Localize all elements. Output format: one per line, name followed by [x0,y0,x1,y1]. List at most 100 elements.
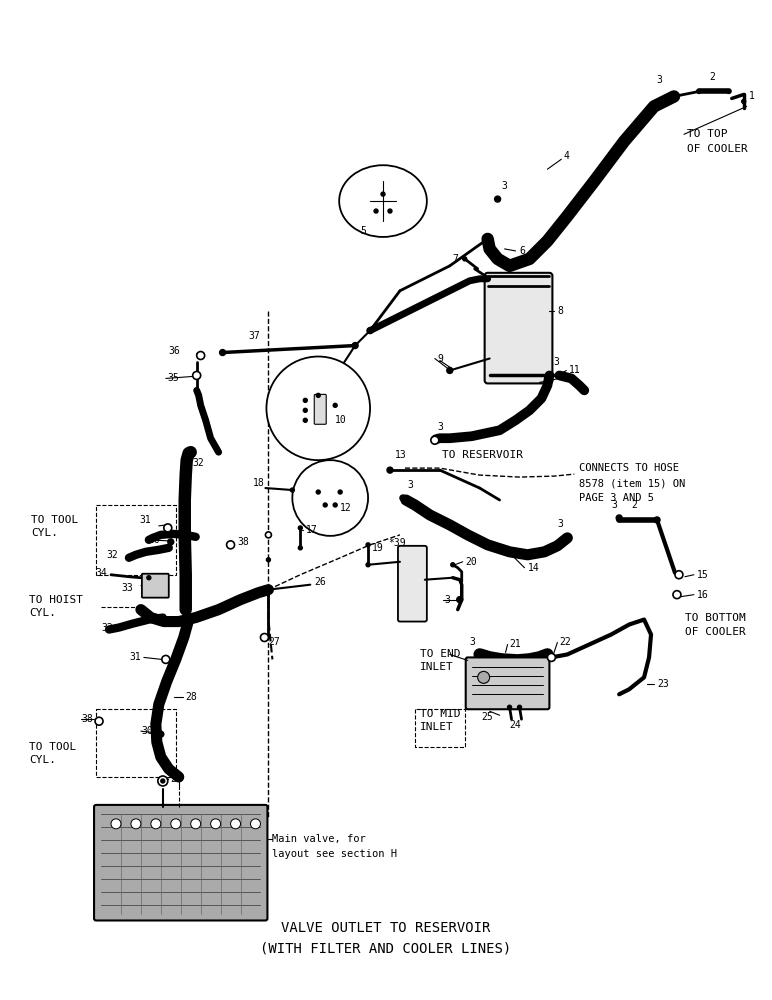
Text: 3: 3 [557,519,564,529]
Circle shape [266,587,272,593]
Circle shape [387,467,393,473]
Circle shape [366,543,370,547]
Text: INLET: INLET [420,722,454,732]
Circle shape [303,408,307,412]
Circle shape [547,372,553,378]
Circle shape [400,495,406,501]
Text: layout see section H: layout see section H [273,849,398,859]
Circle shape [388,209,392,213]
Circle shape [168,539,174,545]
Text: CYL.: CYL. [29,755,56,765]
Text: 2: 2 [709,72,715,82]
Text: 8578 (item 15) ON: 8578 (item 15) ON [579,478,686,488]
Circle shape [171,819,181,829]
Circle shape [293,460,368,536]
Circle shape [654,517,660,523]
Circle shape [673,591,681,599]
Text: (WITH FILTER AND COOLER LINES): (WITH FILTER AND COOLER LINES) [260,941,512,955]
Circle shape [260,634,269,641]
Text: OF COOLER: OF COOLER [685,627,746,637]
Circle shape [211,819,221,829]
Circle shape [298,546,303,550]
Text: 33: 33 [121,583,133,593]
Circle shape [266,357,370,460]
Circle shape [298,526,303,530]
FancyBboxPatch shape [142,574,169,598]
Text: 30: 30 [149,535,161,545]
Text: 32: 32 [193,458,205,468]
Text: *39: *39 [388,538,405,548]
Text: TO TOOL: TO TOOL [32,515,79,525]
Circle shape [517,705,522,709]
Circle shape [338,490,342,494]
Text: 3: 3 [554,357,559,367]
Circle shape [147,576,151,580]
Text: 17: 17 [306,525,318,535]
FancyBboxPatch shape [94,805,267,920]
Text: 31: 31 [129,652,141,662]
Text: CYL.: CYL. [29,608,56,618]
Circle shape [697,89,701,93]
Text: 31: 31 [139,515,151,525]
Text: Main valve, for: Main valve, for [273,834,366,844]
Text: 6: 6 [520,246,526,256]
Text: 30: 30 [141,726,153,736]
Circle shape [317,393,320,397]
Text: 37: 37 [249,331,260,341]
Text: 12: 12 [340,503,352,513]
Circle shape [451,563,455,567]
Circle shape [111,819,121,829]
Text: 24: 24 [510,720,521,730]
Circle shape [151,819,161,829]
Circle shape [323,503,327,507]
Text: 1: 1 [749,91,754,101]
Text: 7: 7 [452,254,459,264]
Circle shape [226,541,235,549]
Text: TO TOP: TO TOP [687,129,727,139]
Text: 2: 2 [631,500,637,510]
Circle shape [675,571,683,579]
Circle shape [617,518,621,522]
Text: 21: 21 [510,639,521,649]
Text: 3: 3 [469,637,476,647]
Circle shape [476,651,482,657]
Text: PAGE 3 AND 5: PAGE 3 AND 5 [579,493,655,503]
Text: TO TOOL: TO TOOL [29,742,76,752]
Text: 3: 3 [438,422,444,432]
Text: 32: 32 [101,623,113,633]
Text: 18: 18 [252,478,264,488]
Circle shape [317,490,320,494]
Circle shape [164,524,172,532]
Circle shape [191,819,201,829]
Text: 35: 35 [168,373,180,383]
FancyBboxPatch shape [485,273,553,383]
Text: CYL.: CYL. [32,528,58,538]
Circle shape [131,819,141,829]
Circle shape [547,653,555,661]
Text: 5: 5 [360,226,366,236]
Circle shape [726,89,731,93]
Circle shape [266,588,270,592]
Text: 4: 4 [564,151,569,161]
Circle shape [478,671,489,683]
Text: 38: 38 [238,537,249,547]
Text: VALVE OUTLET TO RESERVOIR: VALVE OUTLET TO RESERVOIR [281,921,491,935]
Circle shape [616,515,622,521]
Circle shape [742,99,746,103]
Text: TO RESERVOIR: TO RESERVOIR [442,450,523,460]
FancyBboxPatch shape [398,546,427,622]
Circle shape [381,192,385,196]
Circle shape [303,418,307,422]
Text: 32: 32 [106,550,118,560]
Text: 8: 8 [557,306,564,316]
Circle shape [193,371,201,379]
Circle shape [671,93,677,99]
Circle shape [431,436,438,444]
Circle shape [231,819,241,829]
Text: TO END: TO END [420,649,460,659]
Circle shape [266,558,270,562]
Text: 3: 3 [502,181,507,191]
Text: 28: 28 [186,692,198,702]
Circle shape [457,597,462,603]
Text: 22: 22 [560,637,571,647]
